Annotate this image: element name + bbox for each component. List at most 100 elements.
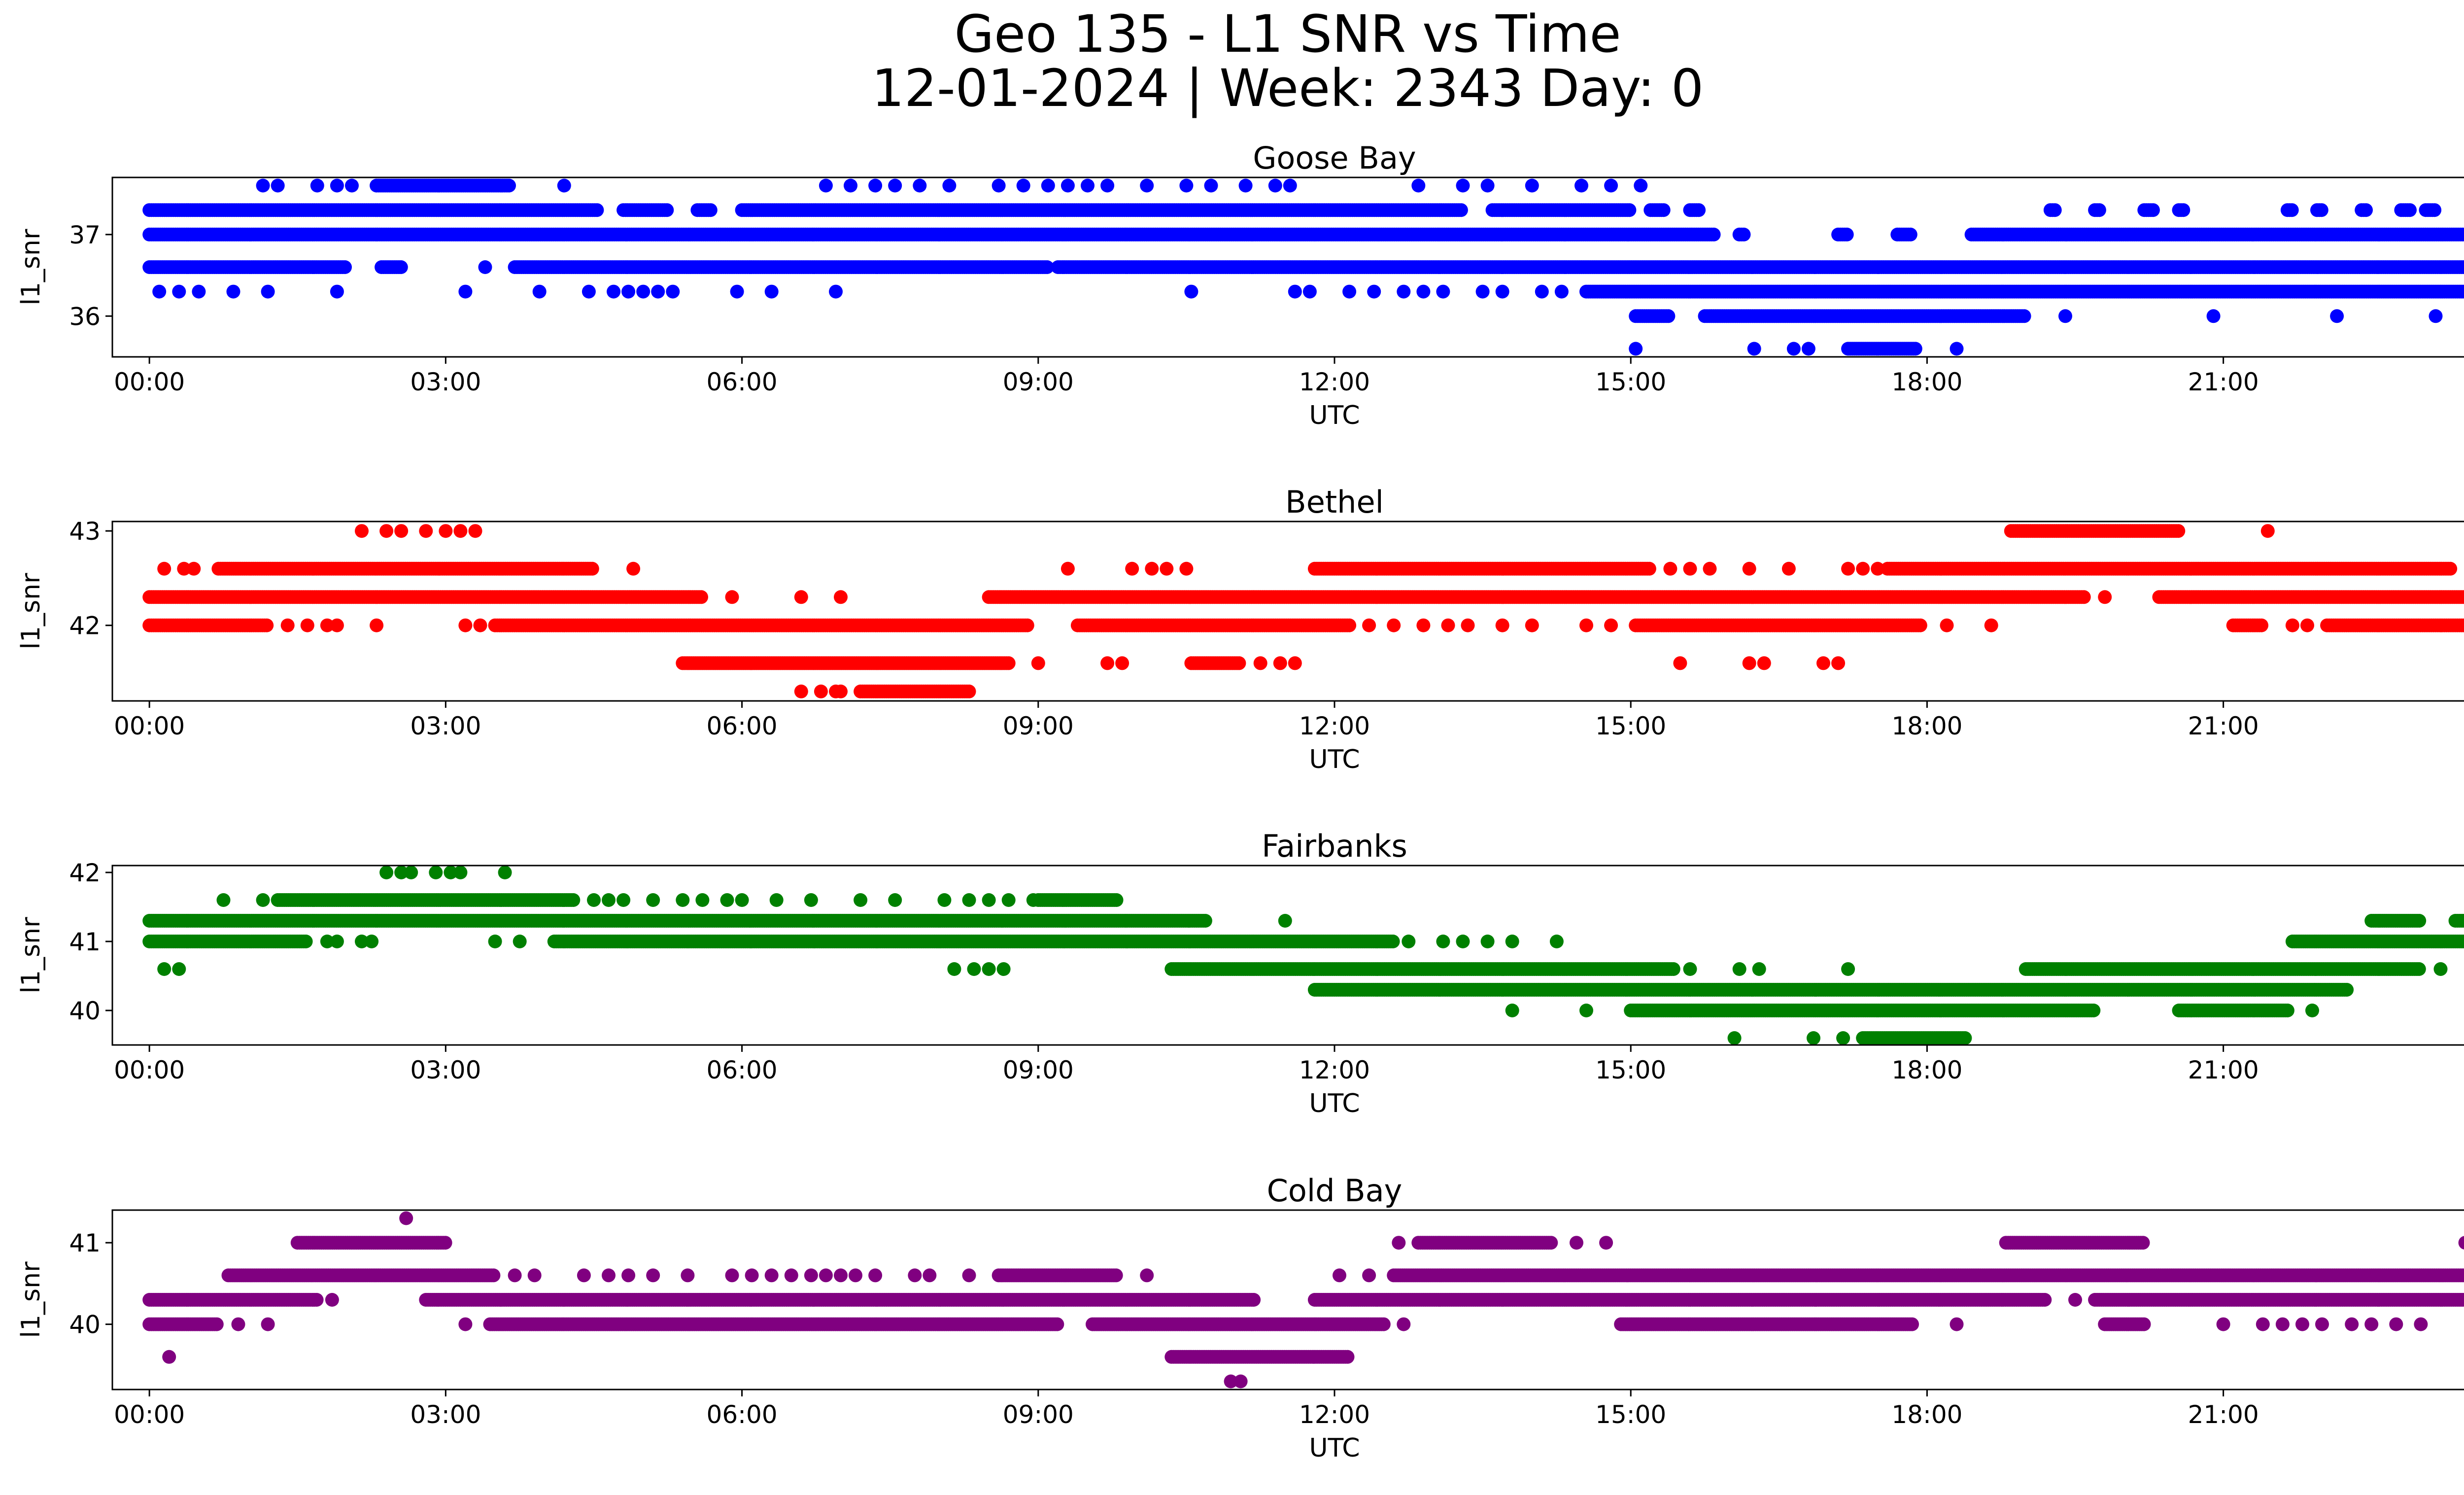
data-point [473,618,487,632]
data-point [1342,284,1357,299]
data-point [819,178,833,193]
data-point [829,284,843,299]
data-point [1604,618,1618,632]
data-point [942,178,957,193]
x-tick-label: 21:00 [2188,368,2259,396]
data-point [764,284,779,299]
data-point [226,284,240,299]
data-point [256,178,270,193]
data-point [2300,618,2314,632]
data-point [913,178,927,193]
data-point [2058,309,2072,323]
data-point [1622,203,1637,217]
data-point [992,178,1006,193]
data-point [666,284,680,299]
x-tick-label: 03:00 [410,368,481,396]
data-point [2048,203,2062,217]
data-point [1362,618,1376,632]
data-point [1604,178,1618,193]
data-point [2255,618,2268,632]
data-point [1416,618,1431,632]
x-tick-label: 15:00 [1595,368,1666,396]
data-point [394,260,408,274]
data-point [1475,284,1490,299]
data-point [1454,203,1468,217]
scatter-points [142,524,2464,698]
data-point [330,178,344,193]
data-point [2428,203,2442,217]
data-point [1302,284,1317,299]
data-point [607,284,621,299]
data-point [1480,178,1495,193]
data-point [1204,178,1218,193]
data-point [1342,618,1357,632]
data-point [1707,227,1721,242]
data-point [730,284,744,299]
data-point [1574,178,1588,193]
data-point [2206,309,2221,323]
x-axis-label: UTC [1309,401,1360,430]
data-point [330,284,344,299]
data-point [703,203,718,217]
data-point [1579,618,1593,632]
y-axis-label: l1_snr [16,229,46,306]
data-point [1950,342,1964,356]
data-point [660,203,674,217]
data-point [338,260,352,274]
data-point [1903,227,1917,242]
data-point [1495,618,1509,632]
data-point [582,284,596,299]
data-point [1061,178,1075,193]
data-point [1184,284,1198,299]
data-point [1288,284,1302,299]
x-tick-label: 06:00 [707,368,778,396]
data-point [557,178,571,193]
x-tick-label: 09:00 [1003,368,1074,396]
data-point [458,618,473,632]
data-point [1525,618,1539,632]
data-point [330,618,344,632]
data-point [1786,342,1801,356]
data-point [1840,227,1854,242]
data-point [590,203,604,217]
y-tick-label: 37 [69,221,101,249]
data-point [1737,227,1751,242]
data-point [192,284,206,299]
data-point [888,178,902,193]
data-point [271,178,285,193]
data-point [370,618,384,632]
data-point [1140,178,1154,193]
data-point [694,590,708,604]
data-point [261,284,275,299]
data-point [1367,284,1381,299]
data-point [1495,284,1509,299]
data-point [172,284,186,299]
data-point [2403,203,2417,217]
data-point [1441,618,1455,632]
data-point [868,178,883,193]
y-tick-label: 36 [69,302,101,331]
data-point [2359,203,2373,217]
x-tick-label: 00:00 [114,368,185,396]
data-point [152,284,167,299]
data-point [2330,309,2344,323]
data-point [345,178,359,193]
data-point [1456,178,1470,193]
data-point [1436,284,1450,299]
data-point [532,284,547,299]
figure-title-line2: 12-01-2024 | Week: 2343 Day: 0 [871,58,1704,118]
data-point [1411,178,1426,193]
data-point [1020,618,1034,632]
data-point [502,178,516,193]
data-point [1525,178,1539,193]
scatter-points [142,178,2464,356]
data-point [1984,618,1998,632]
data-point [1268,178,1282,193]
data-point [1461,618,1475,632]
data-point [1801,342,1815,356]
data-point [458,284,473,299]
data-point [1100,178,1115,193]
data-point [1397,284,1411,299]
data-point [2285,618,2299,632]
